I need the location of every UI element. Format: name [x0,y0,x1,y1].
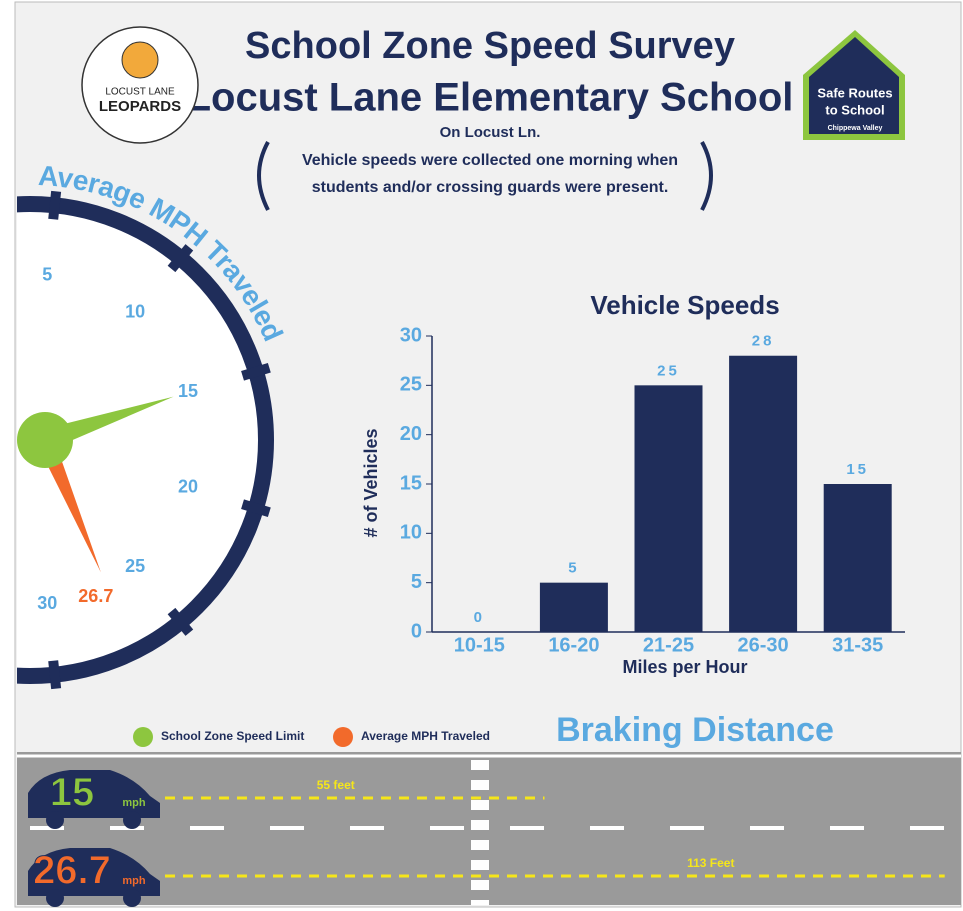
car-wheel [123,811,141,829]
gauge-tick-label: 15 [178,381,198,401]
legend-label: School Zone Speed Limit [161,729,304,743]
car-unit: mph [122,875,146,887]
gauge-tick [53,661,56,689]
y-tick-label: 5 [411,571,422,593]
title: School Zone Speed Survey [245,25,735,67]
car-wheel [123,889,141,907]
logo-icon [122,42,158,78]
x-tick-label: 16-20 [548,634,599,656]
y-tick-label: 15 [400,472,422,494]
note: students and/or crossing guards were pre… [312,179,669,196]
gauge-hub [17,412,73,468]
legend-swatch [333,727,353,747]
car-speed: 15 [50,771,95,815]
car-speed: 26.7 [33,849,111,893]
logo-text: Safe Routes [817,85,892,100]
note: Vehicle speeds were collected one mornin… [302,152,678,169]
y-tick-label: 25 [400,374,422,396]
gauge-tick-label: 30 [37,593,57,613]
title: Locust Lane Elementary School [187,76,794,120]
infographic: School Zone Speed Survey Locust Lane Ele… [0,0,963,911]
x-tick-label: 10-15 [454,634,505,656]
logo-text: Chippewa Valley [828,125,883,132]
y-tick-label: 30 [400,324,422,346]
gauge-tick [53,191,56,219]
y-tick-label: 0 [411,620,422,642]
bar [824,484,892,632]
bar [729,356,797,632]
logo-text: LOCUST LANE [105,87,175,98]
legend-swatch [133,727,153,747]
braking-title: Braking Distance [556,711,834,749]
gauge-tick-label: 25 [125,556,145,576]
bar [540,583,608,632]
x-axis-label: Miles per Hour [622,657,747,677]
car-unit: mph [122,797,146,809]
gauge-tick-label: 10 [125,302,145,322]
data-label: 0 [474,609,485,626]
chart-title: Vehicle Speeds [590,290,779,320]
braking-label: 113 Feet [687,856,734,870]
data-label: 28 [752,333,775,350]
bar [635,385,703,632]
location: On Locust Ln. [440,124,541,141]
x-tick-label: 21-25 [643,634,694,656]
x-tick-label: 26-30 [738,634,789,656]
gauge-tick-label: 20 [178,476,198,496]
y-tick-label: 10 [400,522,422,544]
logo-text: LEOPARDS [99,98,181,115]
logo-text: to School [825,102,884,117]
data-label: 25 [657,362,680,379]
braking-label: 55 feet [317,778,355,792]
gauge-tick-label: 5 [42,265,52,285]
y-axis-label: # of Vehicles [361,428,381,537]
gauge-value: 26.7 [78,586,113,606]
legend-label: Average MPH Traveled [361,729,490,743]
x-tick-label: 31-35 [832,634,883,656]
data-label: 15 [846,461,869,478]
data-label: 5 [568,560,579,577]
y-tick-label: 20 [400,423,422,445]
